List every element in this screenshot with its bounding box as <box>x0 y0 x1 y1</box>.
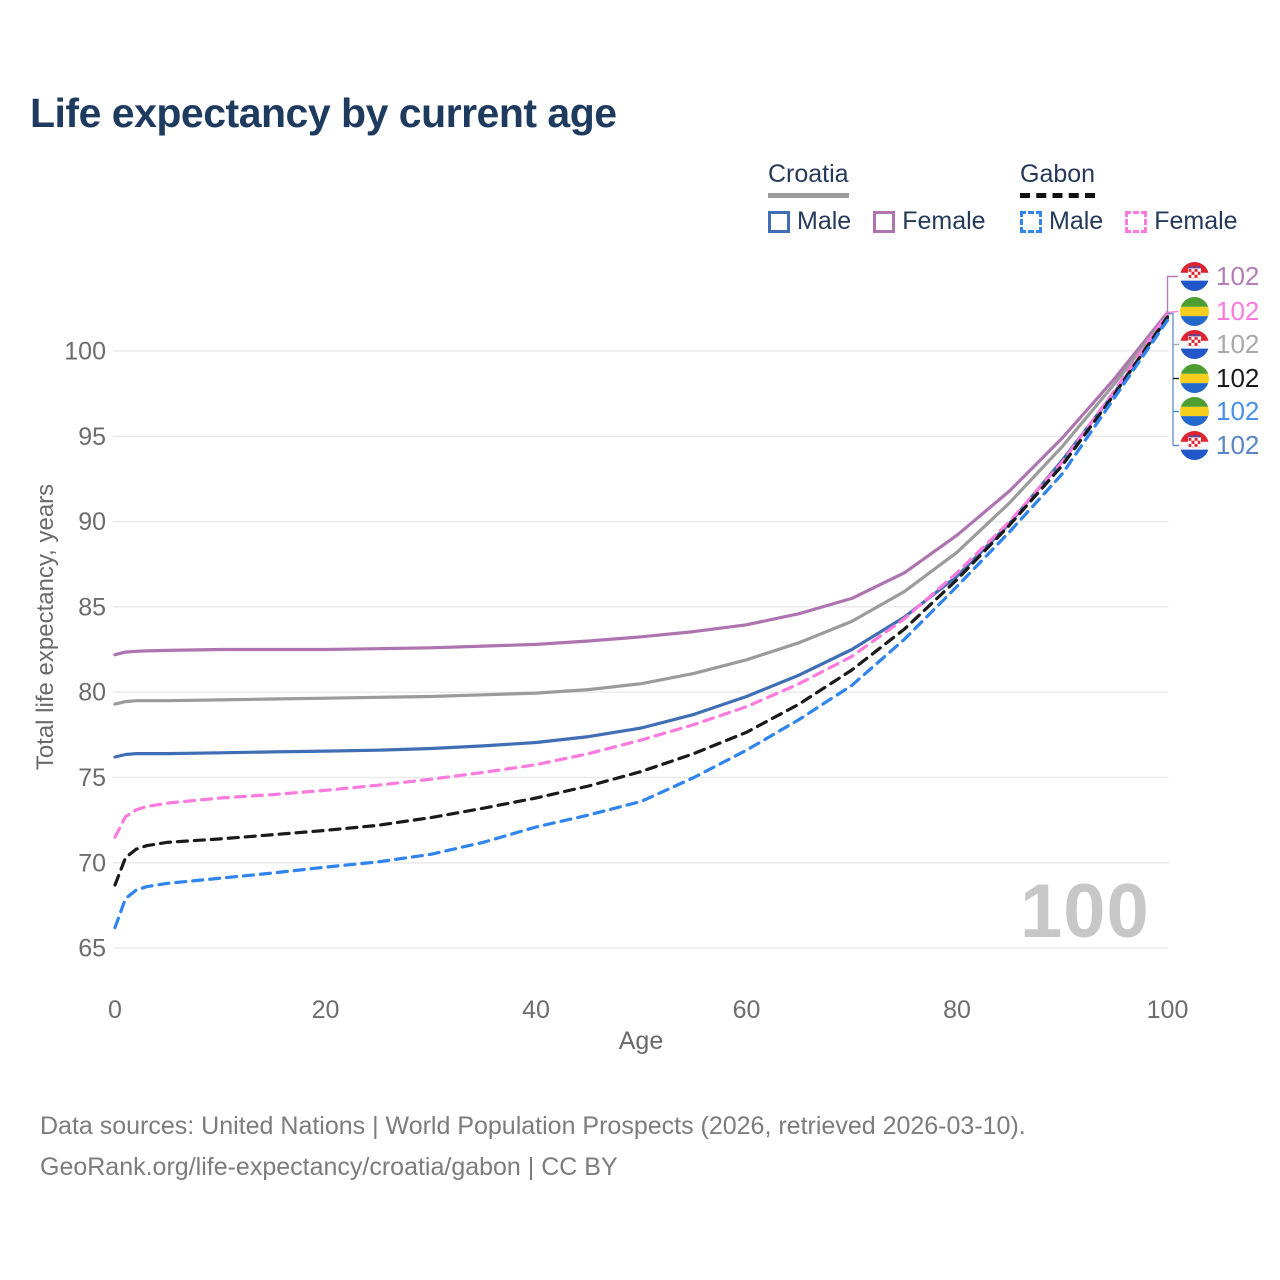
gabon-flag-icon <box>1180 297 1209 326</box>
legend-item-gabon-female[interactable]: Female <box>1125 207 1238 236</box>
legend-group-gabon: Gabon Male Female <box>1020 160 1260 236</box>
croatia-male-line-swatch-icon <box>768 210 790 233</box>
y-tick-label: 100 <box>64 338 106 366</box>
x-tick-label: 60 <box>733 996 761 1024</box>
x-tick-label: 40 <box>522 996 550 1024</box>
legend-label: Male <box>1049 207 1104 235</box>
y-tick-label: 75 <box>78 764 106 792</box>
legend-item-croatia-male[interactable]: Male <box>768 207 851 236</box>
legend-label: Female <box>1154 207 1238 235</box>
y-tick-label: 70 <box>78 849 106 877</box>
end-label-croatia-female: 102 <box>1180 262 1259 291</box>
series-line-gabon-female[interactable] <box>113 311 1170 839</box>
label-connector <box>1167 310 1179 314</box>
watermark-100: 100 <box>1020 869 1150 954</box>
croatia-female-line-swatch-icon <box>873 210 896 233</box>
x-tick-label: 100 <box>1147 996 1189 1024</box>
y-tick-label: 95 <box>78 423 106 451</box>
attribution-text: GeoRank.org/life-expectancy/croatia/gabo… <box>40 1153 618 1181</box>
series-line-croatia-all[interactable] <box>113 313 1170 706</box>
end-value: 102 <box>1216 430 1260 460</box>
end-value: 102 <box>1216 261 1260 291</box>
croatia-flag-icon <box>1180 330 1209 359</box>
data-sources-text: Data sources: United Nations | World Pop… <box>40 1112 1026 1140</box>
line-chart-canvas[interactable]: 65 70 75 80 85 90 95 100 0 20 40 60 80 100 <box>0 0 1280 1080</box>
legend-group-croatia: Croatia Male Female <box>768 160 1008 236</box>
label-connector <box>1166 275 1178 313</box>
x-axis-title: Age <box>618 1027 664 1055</box>
y-tick-label: 90 <box>78 508 106 536</box>
series-line-gabon-male[interactable] <box>113 318 1170 930</box>
y-tick-label: 85 <box>78 593 106 621</box>
legend-item-gabon-male[interactable]: Male <box>1020 207 1103 236</box>
end-label-gabon-female: 102 <box>1180 297 1259 326</box>
end-label-croatia-male: 102 <box>1180 431 1259 460</box>
end-value: 102 <box>1216 396 1260 426</box>
croatia-flag-icon <box>1180 431 1209 460</box>
x-tick-label: 0 <box>108 996 122 1024</box>
page-title: Life expectancy by current age <box>30 90 617 136</box>
footer: Data sources: United Nations | World Pop… <box>40 1106 1026 1188</box>
series-line-gabon-all[interactable] <box>113 315 1170 887</box>
legend-label: Male <box>797 207 852 235</box>
y-tick-label: 65 <box>78 935 106 963</box>
gabon-female-line-swatch-icon <box>1125 210 1148 233</box>
end-label-croatia-all: 102 <box>1180 330 1259 359</box>
end-value: 102 <box>1216 329 1260 359</box>
legend-label: Female <box>902 207 986 235</box>
end-value: 102 <box>1216 363 1260 393</box>
gabon-flag-icon <box>1180 364 1209 393</box>
series-line-croatia-male[interactable] <box>113 317 1170 759</box>
gabon-male-line-swatch-icon <box>1020 210 1042 233</box>
label-connector <box>1167 312 1174 446</box>
end-value: 102 <box>1216 296 1260 326</box>
croatia-flag-icon <box>1180 262 1209 291</box>
series-line-croatia-female[interactable] <box>113 311 1170 657</box>
end-label-gabon-male: 102 <box>1180 397 1259 426</box>
y-tick-label: 80 <box>78 679 106 707</box>
gabon-flag-icon <box>1180 397 1209 426</box>
legend-item-croatia-female[interactable]: Female <box>873 207 986 236</box>
end-label-gabon-all: 102 <box>1180 364 1259 393</box>
legend-title-croatia: Croatia <box>768 160 849 198</box>
x-tick-label: 20 <box>312 996 340 1024</box>
legend-title-gabon: Gabon <box>1020 160 1096 198</box>
x-tick-label: 80 <box>943 996 971 1024</box>
